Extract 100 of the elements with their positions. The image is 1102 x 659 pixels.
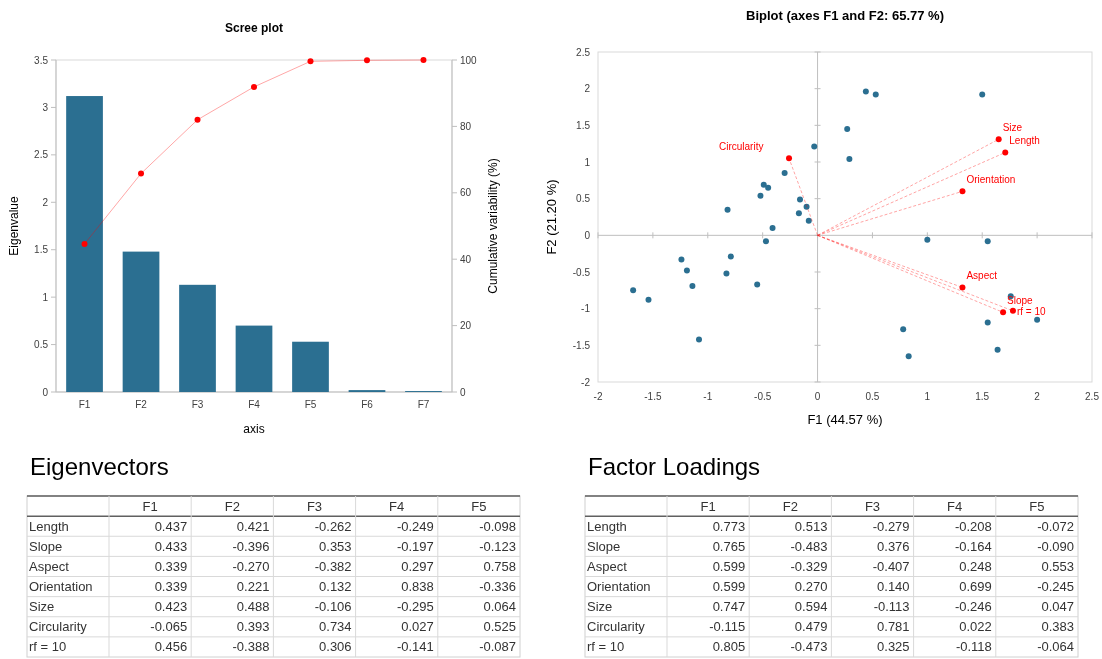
data-label: -0.329 — [790, 558, 828, 574]
x-tick-label: 2.5 — [1085, 391, 1100, 402]
y2-tick-label: 80 — [460, 120, 472, 132]
y-tick-label: Size — [587, 599, 613, 615]
data-label: -0.249 — [396, 518, 434, 534]
y-tick-label: 3 — [42, 101, 49, 113]
x-tick-label: 0 — [814, 391, 821, 402]
data-label: -0.090 — [1037, 538, 1074, 554]
y-axis-title: Eigenvalue — [7, 195, 21, 256]
y-tick-label: 1 — [584, 156, 591, 168]
y-tick-label: 0.5 — [576, 193, 591, 205]
y-tick-label: Slope — [29, 538, 63, 554]
x-tick-label: F3 — [191, 399, 204, 410]
data-label: 0.553 — [1041, 558, 1074, 574]
x-tick-label: F4 — [389, 498, 405, 514]
data-label: -0.118 — [955, 639, 992, 655]
y-tick-label: -1.5 — [572, 339, 591, 351]
data-label: 0.488 — [236, 599, 270, 615]
data-label: 0.064 — [483, 599, 516, 615]
y-axis-title: F2 (21.20 %) — [544, 179, 559, 255]
data-label: -0.473 — [790, 639, 828, 655]
data-label: -0.262 — [314, 518, 352, 534]
x-tick-label: F2 — [782, 498, 798, 514]
series-label: Length — [1009, 135, 1040, 147]
y-tick-label: rf = 10 — [29, 639, 67, 655]
x-tick-label: -1.5 — [644, 391, 662, 402]
y-tick-label: 3.5 — [34, 54, 49, 66]
x-tick-label: -0.5 — [754, 391, 772, 402]
x-axis-title: axis — [243, 422, 265, 436]
y-tick-label: 1.5 — [576, 119, 591, 131]
y-tick-label: 1.5 — [34, 244, 49, 256]
data-label: -0.065 — [150, 619, 188, 635]
y-tick-label: 0.5 — [34, 339, 49, 351]
y-tick-label: rf = 10 — [587, 639, 625, 655]
y2-tick-label: 20 — [460, 320, 472, 332]
y-tick-label: 0 — [584, 229, 591, 241]
data-label: -0.141 — [396, 639, 434, 655]
y2-tick-label: 60 — [460, 187, 472, 199]
x-tick-label: 1.5 — [975, 391, 990, 402]
data-label: 0.781 — [877, 619, 910, 635]
data-label: 0.421 — [236, 518, 270, 534]
data-label: -0.245 — [1037, 579, 1074, 595]
data-label: 0.423 — [154, 599, 188, 615]
data-label: -0.483 — [790, 538, 828, 554]
y-tick-label: -2 — [581, 376, 591, 388]
data-label: -0.064 — [1037, 639, 1074, 655]
data-label: 0.270 — [794, 579, 828, 595]
data-label: -0.164 — [954, 538, 992, 554]
data-label: 0.393 — [236, 619, 270, 635]
series-label: Orientation — [966, 174, 1016, 186]
data-label: -0.123 — [479, 538, 516, 554]
x-tick-label: F4 — [248, 399, 261, 410]
data-label: 0.306 — [319, 639, 352, 655]
x-tick-label: F5 — [1029, 498, 1045, 514]
data-label: -0.115 — [709, 619, 746, 635]
data-label: 0.456 — [154, 639, 188, 655]
data-label: -0.336 — [479, 579, 516, 595]
series-label: rf = 10 — [1016, 305, 1047, 317]
data-label: -0.396 — [232, 538, 270, 554]
y-tick-label: 1 — [42, 291, 49, 303]
y-tick-label: Circularity — [29, 619, 88, 635]
data-label: 0.027 — [401, 619, 434, 635]
y-tick-label: Aspect — [587, 558, 628, 574]
x-tick-label: F2 — [135, 399, 148, 410]
data-label: 0.132 — [319, 579, 352, 595]
data-label: 0.140 — [877, 579, 910, 595]
y-tick-label: 2.5 — [576, 46, 591, 58]
data-label: -0.279 — [872, 518, 910, 534]
data-label: 0.599 — [712, 558, 746, 574]
x-tick-label: 2 — [1034, 391, 1041, 402]
y-tick-label: Size — [29, 599, 55, 615]
y-tick-label: Length — [587, 518, 627, 534]
y-tick-label: Aspect — [29, 558, 70, 574]
x-tick-label: F1 — [700, 498, 716, 514]
y2-tick-label: 100 — [460, 54, 478, 66]
data-label: -0.270 — [232, 558, 270, 574]
x-tick-label: -1 — [703, 391, 713, 402]
data-label: -0.113 — [873, 599, 910, 615]
data-label: 0.838 — [401, 579, 434, 595]
data-label: -0.208 — [954, 518, 992, 534]
series-label: Aspect — [966, 270, 998, 282]
data-label: 0.513 — [794, 518, 828, 534]
x-tick-label: F6 — [361, 399, 374, 410]
data-label: 0.339 — [154, 579, 188, 595]
data-label: 0.479 — [794, 619, 828, 635]
data-label: -0.407 — [872, 558, 910, 574]
data-label: -0.382 — [314, 558, 352, 574]
x-tick-label: F7 — [417, 399, 430, 410]
y2-tick-label: 40 — [460, 253, 472, 265]
y-tick-label: Length — [29, 518, 69, 534]
x-tick-label: F1 — [78, 399, 91, 410]
x-tick-label: F3 — [306, 498, 323, 514]
y-tick-label: Circularity — [587, 619, 646, 635]
data-label: -0.106 — [314, 599, 352, 615]
x-tick-label: F4 — [947, 498, 963, 514]
data-label: -0.388 — [232, 639, 270, 655]
y-tick-label: -0.5 — [572, 266, 591, 278]
data-label: 0.022 — [959, 619, 992, 635]
data-label: 0.376 — [877, 538, 910, 554]
data-label: -0.295 — [396, 599, 434, 615]
